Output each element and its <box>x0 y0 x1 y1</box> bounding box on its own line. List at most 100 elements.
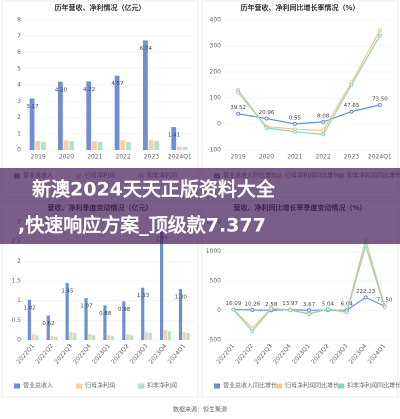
y-tick-label: 4 <box>17 82 21 89</box>
x-tick-label: 2020 <box>59 154 74 161</box>
value-label: 2.58 <box>265 302 278 308</box>
y-tick-label: 5 <box>17 65 21 72</box>
y-tick-label: 200 <box>210 69 222 76</box>
value-label: 1.33 <box>137 293 150 299</box>
legend-label: 扣非净利润 <box>147 382 177 390</box>
bar <box>73 332 77 340</box>
point <box>307 312 311 317</box>
x-tick-label: 2023 <box>144 154 159 161</box>
panel <box>201 0 399 198</box>
value-label: 1.41 <box>168 133 180 139</box>
bar <box>182 332 186 340</box>
banner-line: ,快速响应方案_顶级款7.377 <box>18 214 266 237</box>
point <box>363 243 368 248</box>
bar <box>178 288 183 340</box>
point <box>321 132 326 137</box>
point <box>269 306 274 311</box>
chart-title: 历年营收、净利情况（亿元） <box>55 3 146 12</box>
y-tick-label: 7 <box>17 33 21 40</box>
value-label: 3.17 <box>26 104 39 110</box>
legend-swatch <box>138 383 144 389</box>
bar <box>31 334 35 340</box>
point <box>321 119 326 124</box>
point <box>236 111 241 116</box>
legend-label: 归母净利润 <box>85 382 115 390</box>
bar <box>69 332 73 340</box>
value-label: 1.02 <box>24 305 36 311</box>
bar <box>107 335 111 340</box>
y-tick-label: 2 <box>17 258 21 265</box>
chart-title: 历年营收、净利同比增长率情况（%） <box>240 3 359 12</box>
value-label: 6.04 <box>341 302 354 308</box>
point <box>264 125 269 130</box>
value-label: 0.88 <box>99 311 112 317</box>
x-tick-label: 2024Q1 <box>168 154 192 161</box>
bar <box>129 335 133 340</box>
point <box>349 109 354 114</box>
legend-label: 归母净利润同比增长 <box>285 382 339 390</box>
point <box>325 307 330 312</box>
bar <box>177 146 182 150</box>
value-label: 20.96 <box>259 110 275 116</box>
x-tick-label: 2022 <box>316 154 331 161</box>
bar <box>126 141 131 150</box>
y-tick-label: 0.5 <box>11 317 21 324</box>
bar <box>41 141 46 150</box>
legend-swatch <box>214 383 220 389</box>
bar <box>154 141 160 150</box>
value-label: 1.45 <box>61 288 74 294</box>
bar <box>92 335 96 340</box>
x-tick-label: 2024Q1 <box>368 154 392 161</box>
bar <box>144 332 149 340</box>
legend-label: 扣非净利润同比增长 <box>347 382 400 390</box>
point <box>344 310 349 315</box>
value-label: 10.26 <box>244 301 260 307</box>
bar <box>186 332 190 340</box>
value-label: 39.52 <box>230 105 246 111</box>
bar <box>35 335 39 340</box>
value-label: 4.57 <box>111 81 124 87</box>
x-tick-label: 2019 <box>231 154 246 161</box>
value-label: 6.74 <box>140 46 153 52</box>
bar <box>148 139 154 150</box>
banner-bg <box>0 168 400 244</box>
y-tick-label: 0 <box>217 121 221 128</box>
point <box>377 102 382 107</box>
value-label: 13.97 <box>282 301 298 307</box>
value-label: 73.50 <box>372 96 388 102</box>
legend-label: 营业总收入同比增长 <box>223 382 277 390</box>
bar <box>126 334 130 340</box>
y-tick-label: 2 <box>17 114 21 121</box>
bar <box>120 140 126 150</box>
point <box>250 307 255 312</box>
panel <box>1 0 199 198</box>
x-tick-label: 2022 <box>116 154 131 161</box>
bar <box>88 334 92 340</box>
y-tick-label: 1.5 <box>11 278 21 285</box>
bar <box>103 305 107 340</box>
bar <box>122 301 126 340</box>
value-label: 0.62 <box>42 321 54 327</box>
bar <box>92 141 97 150</box>
value-label: 0.98 <box>118 307 131 313</box>
value-label: 0.55 <box>289 115 302 121</box>
line <box>238 104 380 125</box>
y-tick-label: 500 <box>210 278 222 285</box>
value-label: 16.09 <box>226 301 242 307</box>
bar <box>182 147 188 150</box>
point <box>292 129 297 134</box>
value-label: 4.20 <box>55 87 68 93</box>
point <box>349 83 354 87</box>
bar <box>50 336 54 340</box>
bar <box>35 141 41 150</box>
legend-swatch <box>76 383 82 389</box>
bar <box>63 140 69 150</box>
y-tick-label: 1 <box>17 297 21 304</box>
bar <box>171 127 177 150</box>
y-tick-label: 400 <box>210 17 222 24</box>
point <box>250 329 255 334</box>
bar <box>65 282 69 340</box>
x-tick-label: 2020 <box>259 154 274 161</box>
y-tick-label: 1 <box>17 130 21 137</box>
y-tick-label: 0 <box>217 307 221 314</box>
